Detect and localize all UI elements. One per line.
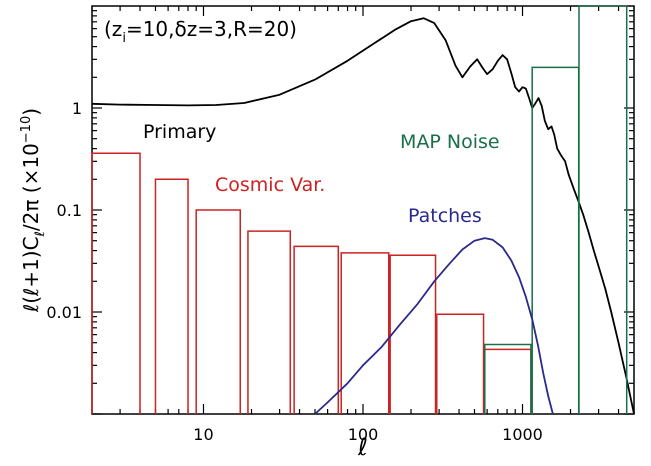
cosmic-var-bin xyxy=(340,252,390,414)
annotation-patches: Patches xyxy=(408,205,482,227)
annotation-primary: Primary xyxy=(143,121,216,143)
y-tick-label: 0.01 xyxy=(46,303,82,322)
series-layer xyxy=(91,5,635,415)
y-tick-label: 0.1 xyxy=(57,201,82,220)
cosmic-var-bin xyxy=(195,209,241,414)
x-tick-label: 10 xyxy=(193,425,213,444)
primary-curve xyxy=(91,17,635,415)
axis-ticks: 10 100 1000 0.01 0.1 1 xyxy=(46,6,635,444)
cosmic-var-bin xyxy=(389,254,437,414)
cosmic-var-bin xyxy=(484,348,532,414)
patches-curve xyxy=(314,237,554,415)
map-noise-bin xyxy=(531,66,580,414)
y-axis-label: ℓ(ℓ+1)Cℓ/2π (×10−10) xyxy=(19,108,48,313)
annotation-cosmic-var: Cosmic Var. xyxy=(215,174,325,196)
x-tick-label: 100 xyxy=(348,425,379,444)
chart-title: (zi=10,δz=3,R=20) xyxy=(104,17,297,46)
cosmic-var-bin xyxy=(247,230,292,414)
map-noise-bin xyxy=(578,5,628,414)
y-tick-label: 1 xyxy=(72,99,82,118)
cosmic-var-bin xyxy=(293,245,340,414)
x-axis-label: ℓ xyxy=(357,433,368,461)
annotation-map-noise: MAP Noise xyxy=(400,131,500,153)
x-tick-label: 1000 xyxy=(502,425,543,444)
cosmic-var-bin xyxy=(436,313,485,414)
cosmic-var-bin xyxy=(154,178,189,414)
cosmic-var-bin xyxy=(91,152,141,414)
map-noise-bin xyxy=(484,343,532,414)
